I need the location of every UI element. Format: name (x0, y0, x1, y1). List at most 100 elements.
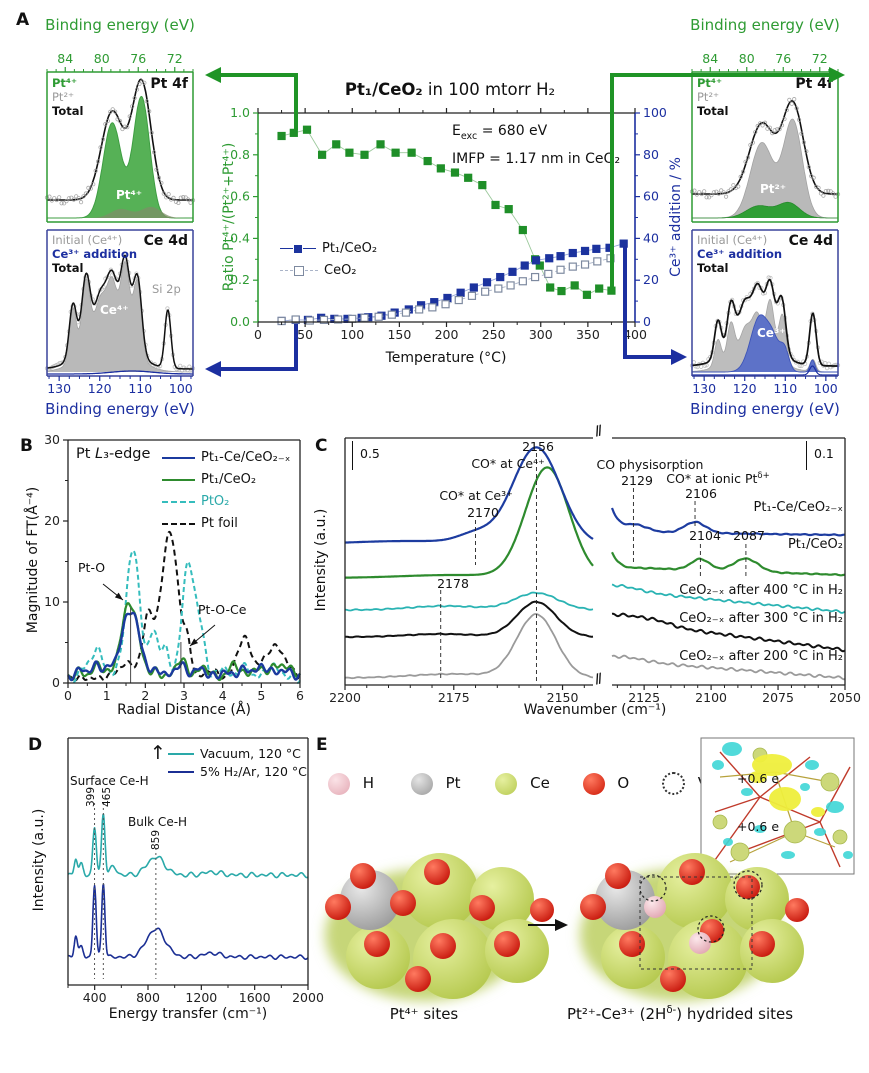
blue-arrow-left-icon (205, 361, 221, 377)
svg-text:250: 250 (482, 327, 506, 342)
panel-d-label: D (28, 735, 43, 755)
svg-text:76: 76 (775, 51, 791, 66)
atom-legend: H Pt Ce O Vo (328, 772, 716, 795)
svg-text:5: 5 (257, 688, 265, 703)
peak-2129-label: 2129 (621, 473, 653, 488)
svg-text:6: 6 (296, 688, 304, 703)
svg-text:2100: 2100 (695, 690, 727, 705)
svg-text:2150: 2150 (547, 690, 579, 705)
svg-text:40: 40 (643, 230, 659, 245)
navy-line-icon (162, 456, 195, 459)
ins-chart: 400 800 1200 1600 2000 (67, 737, 324, 1005)
excitation-energy-note: Eexc = 680 eV (452, 123, 548, 142)
svg-text:72: 72 (812, 51, 828, 66)
green-arrow-right-icon (829, 67, 845, 83)
svg-text:800: 800 (136, 990, 160, 1005)
surface-ceh-annotation: Surface Ce-H (70, 774, 149, 788)
co-ce3-annotation: CO* at Ce³⁺ (439, 488, 513, 503)
legend-item-vacuum: Vacuum, 120 °C (168, 746, 307, 761)
svg-text:3: 3 (180, 688, 188, 703)
panel-b-label: B (20, 436, 33, 456)
svg-text:130: 130 (47, 381, 71, 396)
h-label: H (362, 774, 375, 792)
green-arrow-left-icon (205, 67, 221, 83)
svg-text:2: 2 (141, 688, 149, 703)
peak-2106-label: 2106 (685, 486, 717, 501)
left-model-caption: Pt⁴⁺ sites (389, 1005, 459, 1023)
ftir-ylabel: Intensity (a.u.) (313, 508, 329, 612)
title-condition: in 100 mtorr H₂ (422, 80, 556, 99)
curve-label-300: CeO₂₋ₓ after 300 °C in H₂ (679, 611, 843, 626)
atomic-models (325, 853, 809, 1001)
legend-initial-label: Initial (Ce⁴⁺) (697, 233, 768, 247)
ce4d-left-chart: 130 120 110 100 (44, 229, 196, 396)
ce4d-left-title: Ce 4d (143, 233, 188, 249)
exafs-ylabel: Magnitude of FT(Å⁻⁴) (25, 486, 41, 634)
svg-text:0: 0 (64, 688, 72, 703)
legend-total-label: Total (697, 261, 729, 275)
ftir-xlabel: Wavenumber (cm⁻¹) (523, 702, 667, 718)
peak-2087-label: 2087 (733, 528, 765, 543)
charge-label-2: +0.6 e (737, 819, 780, 834)
open-square-marker-icon (294, 265, 304, 276)
exafs-xlabel: Radial Distance (Å) (117, 702, 251, 718)
peak-399-label: 399 (85, 786, 97, 808)
panel-e-label: E (316, 735, 328, 755)
scale-bar-right-value: 0.1 (814, 446, 834, 461)
svg-text:84: 84 (57, 51, 73, 66)
panel-c-label: C (315, 436, 328, 456)
peak-2104-label: 2104 (689, 528, 721, 543)
bulk-ceh-annotation: Bulk Ce-H (128, 815, 188, 829)
pt4f-left-chart: 84 80 76 72 (44, 51, 196, 223)
legend-item: PtO₂ (162, 494, 290, 509)
svg-text:130: 130 (692, 381, 716, 396)
ce4d-right-title: Ce 4d (788, 233, 833, 249)
legend-line (280, 248, 293, 249)
center-chart: 0 50 100 150 200 250 300 350 4000.00.20.40.60.81… (230, 105, 667, 342)
svg-text:110: 110 (773, 381, 797, 396)
svg-text:0: 0 (643, 314, 651, 329)
co-ionic-pt-annotation: CO* at ionic Ptδ+ (666, 471, 770, 487)
svg-text:2050: 2050 (829, 690, 861, 705)
pt4f-right-title: Pt 4f (795, 76, 833, 92)
svg-text:72: 72 (167, 51, 183, 66)
svg-text:0.2: 0.2 (230, 272, 250, 287)
axis-title-binding-energy-top-right: Binding energy (eV) (690, 16, 840, 34)
svg-text:2200: 2200 (329, 690, 361, 705)
svg-text:100: 100 (169, 381, 193, 396)
curve-label-200: CeO₂₋ₓ after 200 °C in H₂ (679, 649, 843, 664)
filled-square-marker-icon (294, 244, 302, 253)
axis-title-binding-energy-top-left: Binding energy (eV) (45, 16, 195, 34)
vo-vacancy-icon (661, 772, 685, 795)
svg-text:10: 10 (44, 594, 60, 609)
svg-text:0.6: 0.6 (230, 189, 250, 204)
svg-text:100: 100 (340, 327, 364, 342)
ce4d-left-legend: Initial (Ce⁴⁺) Ce³⁺ addition Total (52, 233, 137, 275)
exafs-legend: Pt₁-Ce/CeO₂₋ₓ Pt₁/CeO₂ PtO₂ Pt foil (162, 450, 290, 538)
legend-ce3-label: Ce³⁺ addition (52, 247, 138, 261)
pt4f-left-title: Pt 4f (150, 76, 188, 92)
curve-label-pt1: Pt₁/CeO₂ (787, 537, 843, 552)
svg-text:120: 120 (88, 381, 112, 396)
svg-text:80: 80 (739, 51, 755, 66)
blue-arrow-right-icon (671, 349, 687, 365)
svg-text:1600: 1600 (239, 990, 271, 1005)
svg-text:300: 300 (529, 327, 553, 342)
legend-total-label: Total (52, 261, 84, 275)
co-physisorption-annotation: CO physisorption (596, 457, 704, 472)
legend-initial-label: Initial (Ce⁴⁺) (52, 233, 123, 247)
ins-xlabel: Energy transfer (cm⁻¹) (108, 1006, 268, 1022)
legend-pt2-label: Pt²⁺ (52, 90, 75, 104)
scale-bar-left-value: 0.5 (360, 446, 380, 461)
pt4f-left-legend: Pt⁴⁺ Pt²⁺ Total (52, 76, 83, 118)
legend-item: Pt₁/CeO₂ (162, 472, 290, 487)
ce-atom-icon (495, 772, 518, 795)
svg-text:76: 76 (130, 51, 146, 66)
svg-text:2125: 2125 (628, 690, 660, 705)
curve-label-400: CeO₂₋ₓ after 400 °C in H₂ (679, 583, 843, 598)
svg-text:20: 20 (44, 513, 60, 528)
svg-text:0.8: 0.8 (230, 147, 250, 162)
svg-text:200: 200 (435, 327, 459, 342)
svg-text:120: 120 (733, 381, 757, 396)
svg-text:80: 80 (643, 147, 659, 162)
